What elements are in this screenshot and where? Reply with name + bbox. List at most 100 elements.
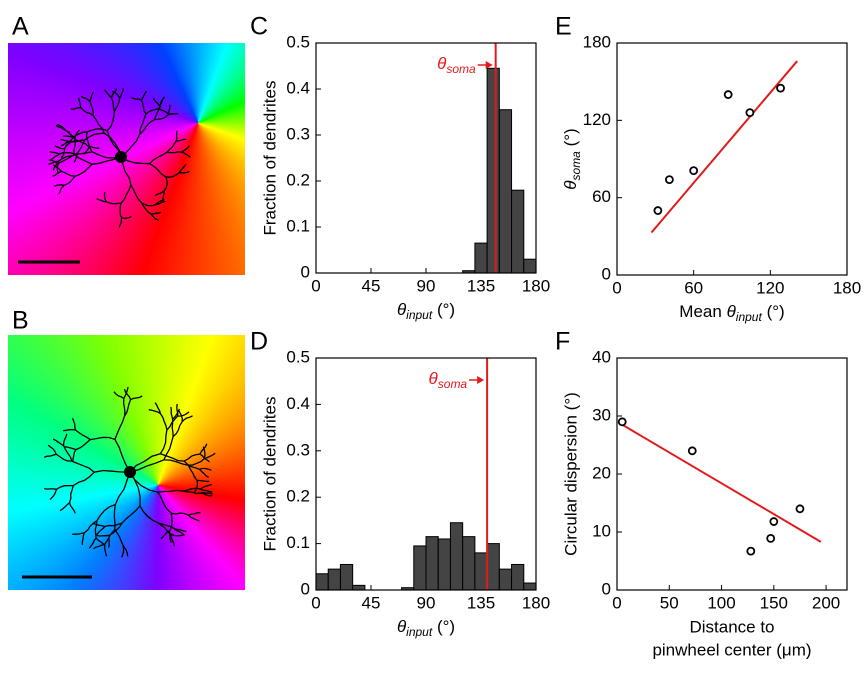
dendrite <box>96 503 116 522</box>
y-tick-label: 0.3 <box>286 440 310 459</box>
dendrite <box>94 520 98 539</box>
axes-frame <box>315 42 537 274</box>
y-tick-label: 0 <box>301 262 310 281</box>
dendrite <box>90 436 116 441</box>
y-axis-label: Fraction of dendrites <box>260 397 279 552</box>
dendrite <box>159 413 168 431</box>
point <box>745 108 755 117</box>
bar <box>339 563 354 591</box>
bar <box>462 536 476 591</box>
label-symbol: θ <box>397 300 407 319</box>
dendrite <box>145 108 160 115</box>
dendrite <box>170 534 175 547</box>
dendrite <box>129 459 165 473</box>
dendrite <box>120 184 132 204</box>
dendrite <box>95 526 106 536</box>
dendrite <box>202 446 206 459</box>
dendrite <box>182 487 201 492</box>
dendrite <box>63 175 76 186</box>
dendrite <box>178 164 187 174</box>
dendrite <box>148 409 161 415</box>
label-subscript: input <box>406 625 433 639</box>
dendrite <box>129 471 159 493</box>
x-tick-label: 180 <box>522 276 550 295</box>
dendrite <box>64 129 77 141</box>
dendrite <box>163 176 168 192</box>
dendrite <box>159 96 166 107</box>
dendrite <box>63 428 76 432</box>
dendrite <box>113 97 121 112</box>
dendrite <box>88 537 97 549</box>
label-unit: (°) <box>767 302 785 321</box>
dendrite <box>149 163 167 178</box>
bar <box>425 536 439 591</box>
marker-label: θsoma <box>429 369 468 391</box>
dendrite <box>114 439 131 473</box>
dendrite <box>154 114 169 121</box>
label-unit: (°) <box>437 617 455 636</box>
y-tick-label: 0.3 <box>286 124 310 143</box>
bar <box>486 67 500 274</box>
bar <box>413 545 427 591</box>
dendrite <box>52 170 62 177</box>
axes-frame <box>616 357 848 591</box>
dendrite <box>60 138 71 143</box>
dendrite <box>182 490 201 495</box>
dendrite <box>80 95 91 102</box>
dendrite <box>166 140 177 153</box>
dendrite <box>122 398 126 417</box>
x-tick-label: 0 <box>612 278 621 297</box>
dendrite <box>110 96 115 112</box>
y-tick-label: 0.2 <box>286 170 310 189</box>
dendrite <box>74 129 80 140</box>
dendrite <box>155 198 165 206</box>
x-tick-label: 90 <box>417 593 436 612</box>
x-tick-label: 120 <box>756 278 784 297</box>
dendrite <box>96 198 107 203</box>
dendrite <box>60 148 66 159</box>
dendrite <box>89 91 94 102</box>
dendrite <box>188 458 205 466</box>
dendrite <box>52 160 59 171</box>
dendrite <box>70 107 82 110</box>
dendrite <box>167 113 179 116</box>
dendrite <box>157 491 172 514</box>
y-tick-label: 0.5 <box>286 32 310 51</box>
dendrite <box>181 415 193 423</box>
dendrite <box>81 532 86 545</box>
y-tick-label: 0 <box>602 579 611 598</box>
panel-label: D <box>250 328 268 356</box>
dendrite <box>68 502 76 514</box>
bar <box>315 573 329 591</box>
dendrite <box>113 391 125 400</box>
fit-line <box>650 60 798 234</box>
dendrite <box>163 459 189 466</box>
dendrite <box>55 453 72 462</box>
label-subscript: soma <box>569 151 583 181</box>
dendrite <box>154 402 162 414</box>
dendrite <box>68 152 79 159</box>
marker-label: θsoma <box>437 54 476 76</box>
dendrite <box>103 89 112 98</box>
dendrite <box>141 202 152 215</box>
dendrite <box>114 471 131 505</box>
panel-label: C <box>250 13 268 41</box>
dendrite <box>188 512 201 516</box>
dendrite <box>48 160 59 165</box>
label-symbol: θ <box>429 369 439 388</box>
y-tick-label: 40 <box>592 347 611 366</box>
dendrite <box>72 471 95 487</box>
dendrite <box>73 152 79 163</box>
dendrite <box>56 162 60 174</box>
axes-frame <box>315 357 537 591</box>
dendrite <box>77 139 86 154</box>
dendrite <box>159 429 168 455</box>
bar <box>523 582 537 591</box>
dendrite <box>121 215 132 219</box>
x-tick-label: 180 <box>833 278 861 297</box>
bar <box>511 189 525 274</box>
panel-label: E <box>555 13 572 41</box>
dendrite <box>140 90 147 101</box>
